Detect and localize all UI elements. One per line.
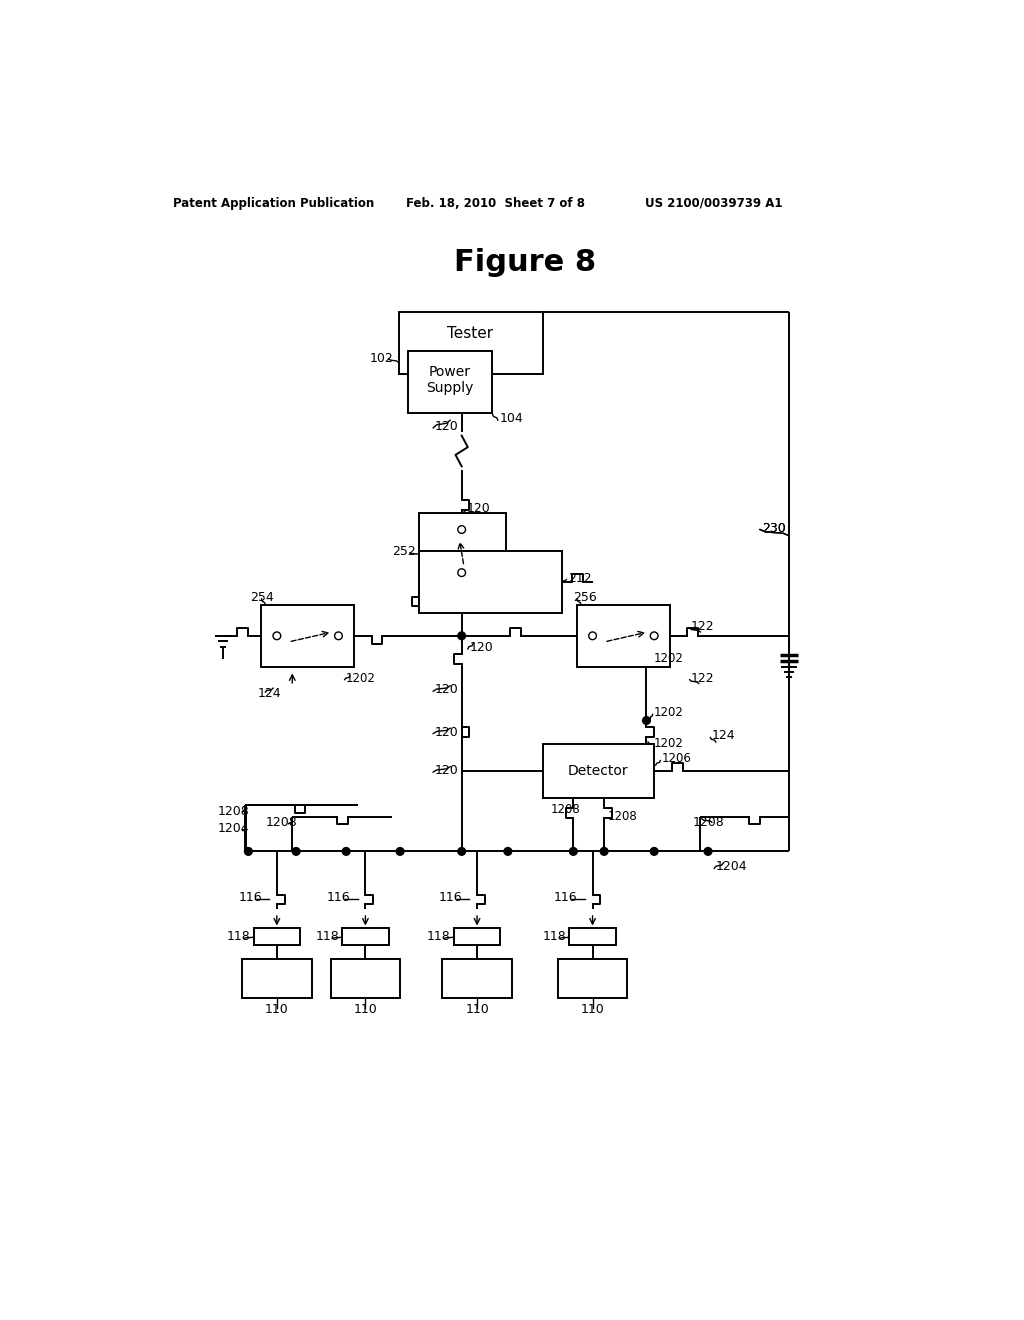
Bar <box>569 928 615 945</box>
Bar <box>261 605 354 667</box>
Text: 1208: 1208 <box>550 803 580 816</box>
Text: 118: 118 <box>543 931 566 944</box>
Bar <box>408 351 493 413</box>
Bar <box>331 960 400 998</box>
Bar <box>342 928 388 945</box>
Text: Patent Application Publication: Patent Application Publication <box>173 197 374 210</box>
Text: 110: 110 <box>581 1003 604 1016</box>
Text: 122: 122 <box>691 672 715 685</box>
Text: 120: 120 <box>435 764 459 777</box>
Text: 110: 110 <box>265 1003 289 1016</box>
Bar <box>419 512 506 590</box>
Text: 252: 252 <box>392 545 416 557</box>
Text: 1202: 1202 <box>654 706 684 719</box>
Circle shape <box>643 717 650 725</box>
Text: 1202: 1202 <box>654 652 684 665</box>
Text: Supply: Supply <box>426 381 474 395</box>
Text: 120: 120 <box>469 640 494 653</box>
Circle shape <box>589 632 596 640</box>
Text: 124: 124 <box>712 730 735 742</box>
Bar <box>543 743 654 797</box>
Circle shape <box>273 632 281 640</box>
Circle shape <box>650 847 658 855</box>
Text: Figure 8: Figure 8 <box>454 248 596 277</box>
Text: 1208: 1208 <box>692 816 724 829</box>
Text: 110: 110 <box>465 1003 488 1016</box>
Text: 1204: 1204 <box>716 861 748 874</box>
Bar <box>254 928 300 945</box>
Text: 254: 254 <box>250 591 273 603</box>
Text: 256: 256 <box>573 591 597 603</box>
Bar <box>243 960 311 998</box>
Text: Power: Power <box>429 366 471 379</box>
Circle shape <box>458 569 466 577</box>
Text: 120: 120 <box>467 502 490 515</box>
Text: 230: 230 <box>762 521 785 535</box>
Bar <box>578 605 670 667</box>
Circle shape <box>335 632 342 640</box>
Text: 118: 118 <box>315 931 339 944</box>
Circle shape <box>458 525 466 533</box>
Circle shape <box>600 847 608 855</box>
Text: 110: 110 <box>353 1003 377 1016</box>
Text: 122: 122 <box>691 620 715 634</box>
Circle shape <box>458 847 466 855</box>
Text: 1208: 1208 <box>608 810 638 824</box>
Text: 120: 120 <box>435 726 459 739</box>
Bar <box>558 960 628 998</box>
Text: 118: 118 <box>226 931 251 944</box>
Text: Tester: Tester <box>447 326 494 342</box>
Text: US 2100/0039739 A1: US 2100/0039739 A1 <box>645 197 782 210</box>
Text: 116: 116 <box>438 891 462 904</box>
Circle shape <box>504 847 512 855</box>
Text: 120: 120 <box>435 684 459 696</box>
Text: Feb. 18, 2010  Sheet 7 of 8: Feb. 18, 2010 Sheet 7 of 8 <box>407 197 586 210</box>
Text: 102: 102 <box>370 352 393 366</box>
Circle shape <box>292 847 300 855</box>
Circle shape <box>342 847 350 855</box>
Circle shape <box>396 847 403 855</box>
Bar <box>454 928 500 945</box>
Text: Detector: Detector <box>568 763 629 777</box>
Text: 230: 230 <box>762 521 785 535</box>
Circle shape <box>458 632 466 640</box>
Text: 120: 120 <box>435 420 459 433</box>
Text: 1204: 1204 <box>217 822 249 834</box>
Text: 1202: 1202 <box>346 672 376 685</box>
Circle shape <box>705 847 712 855</box>
Circle shape <box>569 847 578 855</box>
Text: 1206: 1206 <box>662 752 692 766</box>
Text: 1208: 1208 <box>265 816 297 829</box>
Circle shape <box>650 632 658 640</box>
Circle shape <box>245 847 252 855</box>
Text: 116: 116 <box>239 891 262 904</box>
Text: 1208: 1208 <box>217 805 249 818</box>
Text: 124: 124 <box>258 686 282 700</box>
Bar <box>398 313 543 374</box>
Text: 1202: 1202 <box>654 737 684 750</box>
Bar <box>419 552 562 612</box>
Text: 118: 118 <box>427 931 451 944</box>
Text: 116: 116 <box>327 891 350 904</box>
Bar <box>442 960 512 998</box>
Text: 104: 104 <box>500 412 524 425</box>
Text: 212: 212 <box>568 572 592 585</box>
Text: 116: 116 <box>554 891 578 904</box>
